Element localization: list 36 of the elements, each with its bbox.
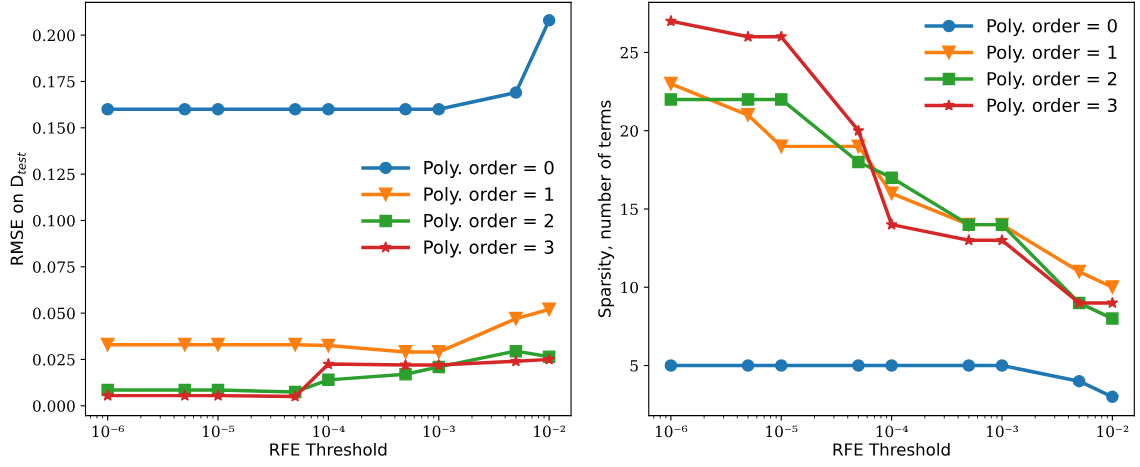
y-axis-title: RMSE on D$_{test}$ — [10, 151, 26, 265]
y-tick-label: 0.200 — [33, 29, 75, 42]
legend-label: Poly. order = 0 — [987, 18, 1117, 37]
x-tick-label: 10⁻² — [1097, 425, 1129, 438]
legend-label: Poly. order = 1 — [424, 186, 554, 205]
x-tick-label: 10⁻³ — [987, 425, 1019, 438]
legend-label: Poly. order = 2 — [987, 71, 1117, 90]
x-tick-label: 10⁻⁴ — [313, 425, 345, 438]
y-tick-label: 0.175 — [33, 75, 75, 88]
x-tick-label: 10⁻⁵ — [766, 425, 798, 438]
y-tick-label: 0.000 — [33, 400, 75, 412]
y-tick-label: 0.125 — [33, 168, 75, 181]
y-tick-label: 15 — [621, 203, 638, 215]
y-tick-label: 20 — [620, 125, 639, 137]
y-tick-label: 0.025 — [33, 353, 75, 366]
legend-label: Poly. order = 3 — [987, 98, 1117, 116]
y-tick-label: 10 — [621, 281, 639, 294]
x-tick-label: 10⁻² — [534, 425, 565, 438]
y-tick-label: 0.100 — [33, 214, 75, 227]
y-tick-label: 25 — [620, 46, 638, 59]
legend-label: Poly. order = 1 — [987, 45, 1117, 63]
x-tick-label: 10⁻⁶ — [655, 425, 688, 438]
y-tick-label: 0.075 — [33, 261, 75, 273]
x-tick-label: 10⁻⁶ — [92, 425, 125, 438]
legend-label: Poly. order = 2 — [424, 213, 553, 231]
x-axis-title: RFE Threshold — [833, 442, 950, 456]
legend-label: Poly. order = 3 — [424, 240, 554, 258]
y-tick-label: 0.050 — [33, 307, 75, 320]
x-axis-title: RFE Threshold — [270, 442, 387, 456]
x-tick-label: 10⁻⁵ — [203, 425, 235, 438]
y-tick-label: 0.150 — [33, 122, 75, 134]
x-tick-label: 10⁻³ — [423, 425, 455, 438]
y-tick-label: 5 — [630, 360, 638, 372]
y-axis-title: Sparsity, number of terms — [597, 100, 615, 318]
legend-label: Poly. order = 0 — [424, 160, 554, 178]
x-tick-label: 10⁻⁴ — [876, 425, 908, 438]
